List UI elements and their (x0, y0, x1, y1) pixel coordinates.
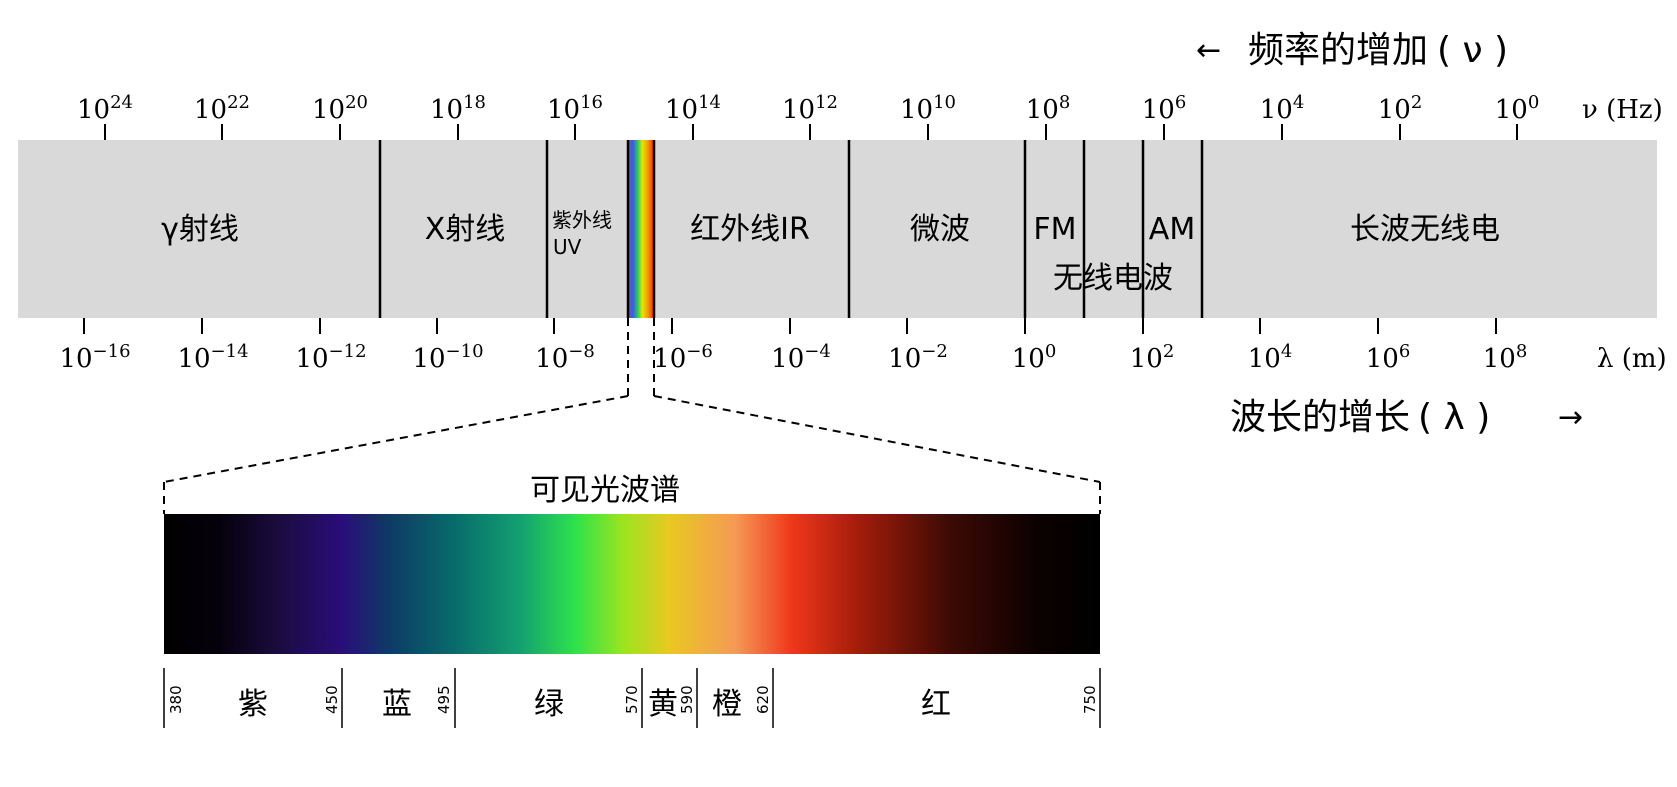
visible-color-labels: 紫 蓝 绿 黄 橙 红 (238, 687, 951, 722)
band-label-infrared: 红外线IR (690, 212, 810, 247)
band-label-xray: X射线 (425, 212, 506, 247)
visible-spectrum-title: 可见光波谱 (530, 473, 680, 508)
freq-tick-label: 1010 (900, 92, 956, 125)
visible-spectrum-bar (164, 514, 1100, 654)
visible-boundaries (163, 668, 1101, 728)
wl-tick-label: 10−10 (412, 341, 483, 374)
wl-tick-label: 10−6 (653, 341, 713, 374)
wl-tick-label: 10−4 (771, 341, 831, 374)
wavelength-arrow: → (1558, 400, 1583, 435)
band-label-uv-abbr: UV (553, 235, 582, 259)
boundary-label-495: 495 (435, 685, 453, 714)
band-label-longwave: 长波无线电 (1350, 212, 1500, 247)
freq-tick-label: 102 (1378, 92, 1423, 125)
freq-tick-label: 108 (1026, 92, 1071, 125)
freq-tick-label: 104 (1260, 92, 1305, 125)
wl-tick-label: 100 (1012, 341, 1057, 374)
frequency-unit: ν (Hz) (1582, 95, 1663, 125)
wl-tick-label: 104 (1248, 341, 1293, 374)
boundary-label-570: 570 (623, 685, 641, 714)
band-label-uv: 紫外线 (552, 208, 612, 232)
freq-tick-label: 1016 (547, 92, 603, 125)
color-label-violet: 紫 (238, 687, 268, 722)
freq-tick-label: 1022 (194, 92, 250, 125)
wl-tick-label: 10−8 (535, 341, 595, 374)
wl-tick-label: 10−14 (177, 341, 248, 374)
freq-tick-label: 106 (1142, 92, 1187, 125)
frequency-ticks (104, 124, 1518, 140)
color-label-green: 绿 (534, 687, 564, 722)
spectrum-band (18, 140, 1657, 318)
band-label-microwave: 微波 (910, 212, 970, 247)
zoom-connector (163, 318, 1101, 514)
wl-tick-label: 10−12 (295, 341, 366, 374)
wl-tick-label: 108 (1483, 341, 1528, 374)
band-label-gamma: γ射线 (161, 212, 239, 247)
wl-tick-label: 10−16 (59, 341, 130, 374)
color-label-red: 红 (921, 687, 951, 722)
color-label-yellow: 黄 (648, 687, 678, 722)
wavelength-header-label: 波长的增长 (1230, 397, 1410, 438)
band-label-radio: 无线电波 (1053, 261, 1173, 296)
boundary-label-450: 450 (323, 685, 341, 714)
freq-tick-label: 1020 (312, 92, 368, 125)
boundary-label-380: 380 (167, 685, 185, 714)
wl-tick-label: 10−2 (888, 341, 948, 374)
wavelength-tick-labels: 10−16 10−14 10−12 10−10 10−8 10−6 10−4 1… (59, 341, 1666, 374)
visible-boundary-labels: 380 450 495 570 590 620 750 (167, 685, 1099, 714)
freq-tick-label: 1018 (430, 92, 486, 125)
frequency-header-label: 频率的增加 (1248, 30, 1428, 71)
freq-tick-label: 100 (1495, 92, 1540, 125)
color-label-orange: 橙 (712, 687, 742, 722)
wl-tick-label: 106 (1366, 341, 1411, 374)
frequency-header-symbol: ( ν ) (1437, 30, 1508, 71)
boundary-label-620: 620 (754, 685, 772, 714)
wavelength-ticks (83, 318, 1497, 334)
freq-tick-label: 1024 (77, 92, 133, 125)
visible-rainbow-strip (628, 140, 654, 318)
color-label-blue: 蓝 (382, 687, 412, 722)
frequency-tick-labels: 1024 1022 1020 1018 1016 1014 1012 1010 … (77, 92, 1663, 125)
frequency-arrow: ← (1196, 33, 1221, 68)
band-label-fm: FM (1033, 212, 1076, 247)
freq-tick-label: 1014 (665, 92, 721, 125)
band-labels: γ射线 X射线 紫外线 UV 红外线IR 微波 FM AM 无线电波 长波无线电 (161, 208, 1500, 296)
boundary-label-750: 750 (1081, 685, 1099, 714)
band-dividers (378, 140, 1204, 318)
wl-tick-label: 102 (1130, 341, 1175, 374)
band-label-am: AM (1149, 212, 1195, 247)
freq-tick-label: 1012 (782, 92, 838, 125)
wavelength-unit: λ (m) (1597, 344, 1667, 374)
boundary-label-590: 590 (678, 685, 696, 714)
wavelength-header-symbol: ( λ ) (1418, 397, 1490, 438)
